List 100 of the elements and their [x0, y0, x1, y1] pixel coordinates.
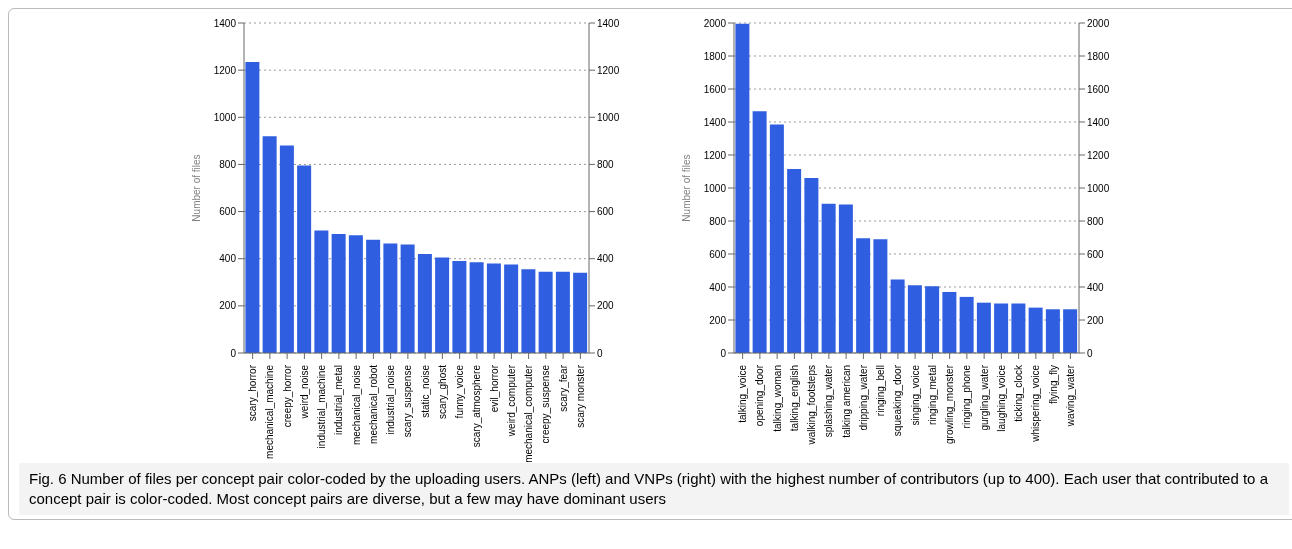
- y2-tick-label: 600: [597, 206, 615, 218]
- bar: [452, 261, 467, 353]
- bar: [994, 303, 1009, 353]
- bar: [348, 235, 363, 353]
- bar: [942, 291, 957, 353]
- x-tick-label: scary_suspense: [402, 364, 414, 438]
- y-axis-title: Number of files: [190, 154, 202, 222]
- bar: [486, 263, 501, 353]
- y-tick-label: 800: [709, 215, 727, 227]
- y-tick-label: 2000: [703, 17, 727, 29]
- bar: [787, 169, 802, 353]
- x-tick-label: creepy_suspense: [540, 364, 552, 444]
- y-tick-label: 600: [709, 248, 727, 260]
- x-tick-label: dripping_water: [857, 364, 869, 431]
- bar: [804, 178, 819, 353]
- x-tick-label: scary_horror: [247, 364, 259, 422]
- bar: [279, 145, 294, 353]
- bar: [873, 239, 888, 353]
- x-tick-label: talking_woman: [771, 365, 783, 432]
- x-tick-label: opening_door: [754, 364, 766, 427]
- y2-tick-label: 1200: [1087, 149, 1110, 161]
- x-tick-label: squeaking_door: [892, 364, 904, 437]
- x-tick-label: growling_monster: [944, 364, 956, 444]
- bar: [925, 286, 940, 353]
- bar: [769, 124, 784, 353]
- x-tick-label: flying_fly: [1047, 365, 1059, 404]
- y-tick-label: 1000: [213, 111, 237, 123]
- y2-tick-label: 600: [1087, 248, 1105, 260]
- y-tick-label: 0: [720, 347, 727, 359]
- y-tick-label: 1600: [703, 83, 727, 95]
- bar: [400, 244, 415, 353]
- bar: [890, 279, 905, 353]
- bar: [469, 262, 484, 353]
- x-tick-label: singing_voice: [909, 364, 921, 426]
- x-tick-label: weird_noise: [298, 364, 310, 420]
- y2-tick-label: 200: [597, 300, 615, 312]
- bar: [821, 203, 836, 353]
- y-tick-label: 1000: [703, 182, 727, 194]
- y-tick-label: 1200: [703, 149, 727, 161]
- x-tick-label: walking_footsteps: [806, 365, 818, 446]
- y2-tick-label: 800: [597, 158, 615, 170]
- x-tick-label: scary_ghost: [436, 364, 448, 419]
- bar: [856, 238, 871, 353]
- bar: [297, 165, 312, 353]
- y-tick-label: 200: [709, 314, 727, 326]
- bar: [1011, 303, 1026, 353]
- bar: [1045, 309, 1060, 353]
- bar: [573, 272, 588, 353]
- y2-tick-label: 1800: [1087, 50, 1110, 62]
- bar: [521, 269, 536, 353]
- y2-tick-label: 400: [597, 253, 615, 265]
- y2-tick-label: 1400: [1087, 116, 1110, 128]
- bar: [1063, 309, 1078, 353]
- y2-tick-label: 1000: [1087, 182, 1110, 194]
- bar: [435, 257, 450, 353]
- x-tick-label: mechanical_robot: [367, 364, 379, 444]
- bar: [331, 233, 346, 353]
- y-tick-label: 800: [219, 158, 237, 170]
- bar: [245, 61, 260, 353]
- x-tick-label: ringing_bell: [875, 365, 887, 417]
- y-tick-label: 200: [219, 300, 237, 312]
- bar: [1028, 307, 1043, 353]
- y-tick-label: 400: [709, 281, 727, 293]
- y-tick-label: 1400: [213, 17, 237, 29]
- caption: Fig. 6 Number of files per concept pair color-coded by the uploading users. ANPs (left) and VNPs (right) with the highest number of contributors (up to 400). Each user that contributed to a concept pair is color-coded. Most concept pairs are diverse, but a few may have dominant users: [19, 463, 1289, 515]
- y2-tick-label: 1400: [597, 17, 620, 29]
- bar: [383, 243, 398, 353]
- bar: [959, 296, 974, 353]
- x-tick-label: talking american: [840, 365, 852, 438]
- y-tick-label: 0: [230, 347, 237, 359]
- y2-tick-label: 200: [1087, 314, 1105, 326]
- x-tick-label: laughing_voice: [995, 364, 1007, 432]
- y-axis-title: Number of files: [680, 154, 692, 222]
- x-tick-label: scary_fear: [557, 364, 569, 412]
- bar: [555, 271, 570, 353]
- y2-tick-label: 2000: [1087, 17, 1110, 29]
- y2-tick-label: 0: [597, 347, 603, 359]
- x-tick-label: static_noise: [419, 364, 431, 418]
- x-tick-label: industrial_metal: [333, 365, 345, 436]
- x-tick-label: weird_computer: [505, 364, 517, 438]
- x-tick-label: splashing_water: [823, 364, 835, 438]
- x-tick-label: mechanical_computer: [523, 364, 535, 463]
- y-tick-label: 1400: [703, 116, 727, 128]
- y2-tick-label: 1000: [597, 111, 620, 123]
- x-tick-label: funny_voice: [454, 364, 466, 419]
- x-tick-label: industrial_noise: [385, 364, 397, 435]
- y2-tick-label: 1600: [1087, 83, 1110, 95]
- x-tick-label: industrial_machine: [316, 364, 328, 449]
- x-tick-label: mechanical_machine: [264, 364, 276, 459]
- y2-tick-label: 1200: [597, 64, 620, 76]
- x-tick-label: ticking_clock: [1013, 364, 1025, 422]
- x-tick-label: gurgling_water: [978, 364, 990, 431]
- x-tick-label: ringing_metal: [926, 365, 938, 426]
- x-tick-label: scary_atmosphere: [471, 364, 483, 448]
- bar: [262, 136, 277, 353]
- bar: [538, 271, 553, 353]
- bar: [366, 239, 381, 353]
- x-tick-label: creepy_horror: [281, 364, 293, 428]
- y-tick-label: 600: [219, 206, 237, 218]
- bar: [504, 264, 519, 353]
